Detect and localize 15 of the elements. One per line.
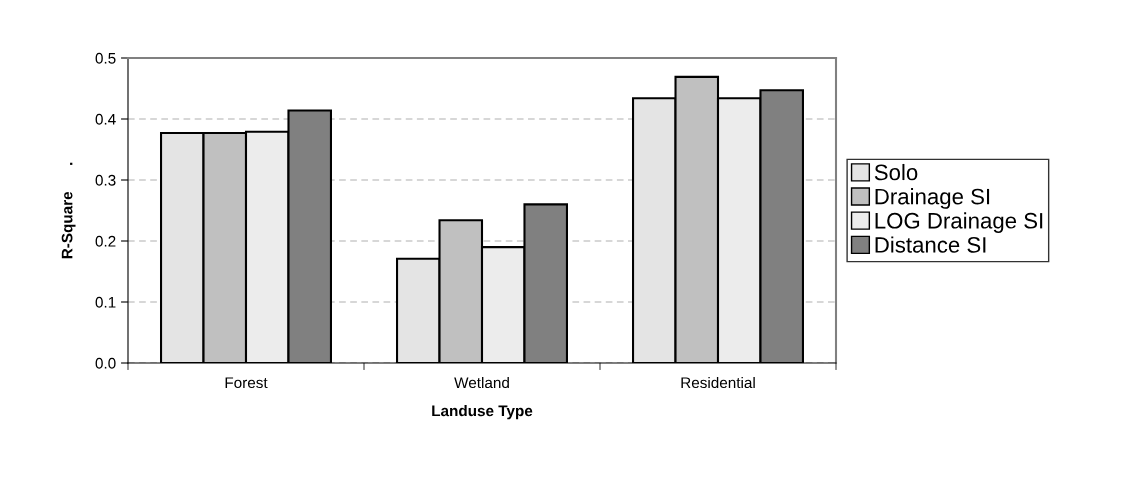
x-tick-label: Residential [681,376,755,389]
y-tick-label: 0.2 [95,235,116,247]
y-tick-label: 0.0 [95,357,116,369]
legend-label: Solo [874,163,918,181]
legend-label: LOG Drainage SI [875,212,1043,233]
y-tick-label: 0.3 [95,174,116,186]
y-tick-label: 0.1 [95,296,116,308]
y-tick-label: 0.5 [95,52,116,64]
x-tick-label: Forest [225,377,268,389]
legend-label: Drainage SI [875,188,990,209]
y-tick-label: 0.4 [95,113,116,125]
legend-label: Distance SI [875,236,986,253]
x-axis-title: Landuse Type [432,405,533,420]
y-axis-title: R-Square . [61,162,76,259]
x-tick-label: Wetland [454,376,509,389]
